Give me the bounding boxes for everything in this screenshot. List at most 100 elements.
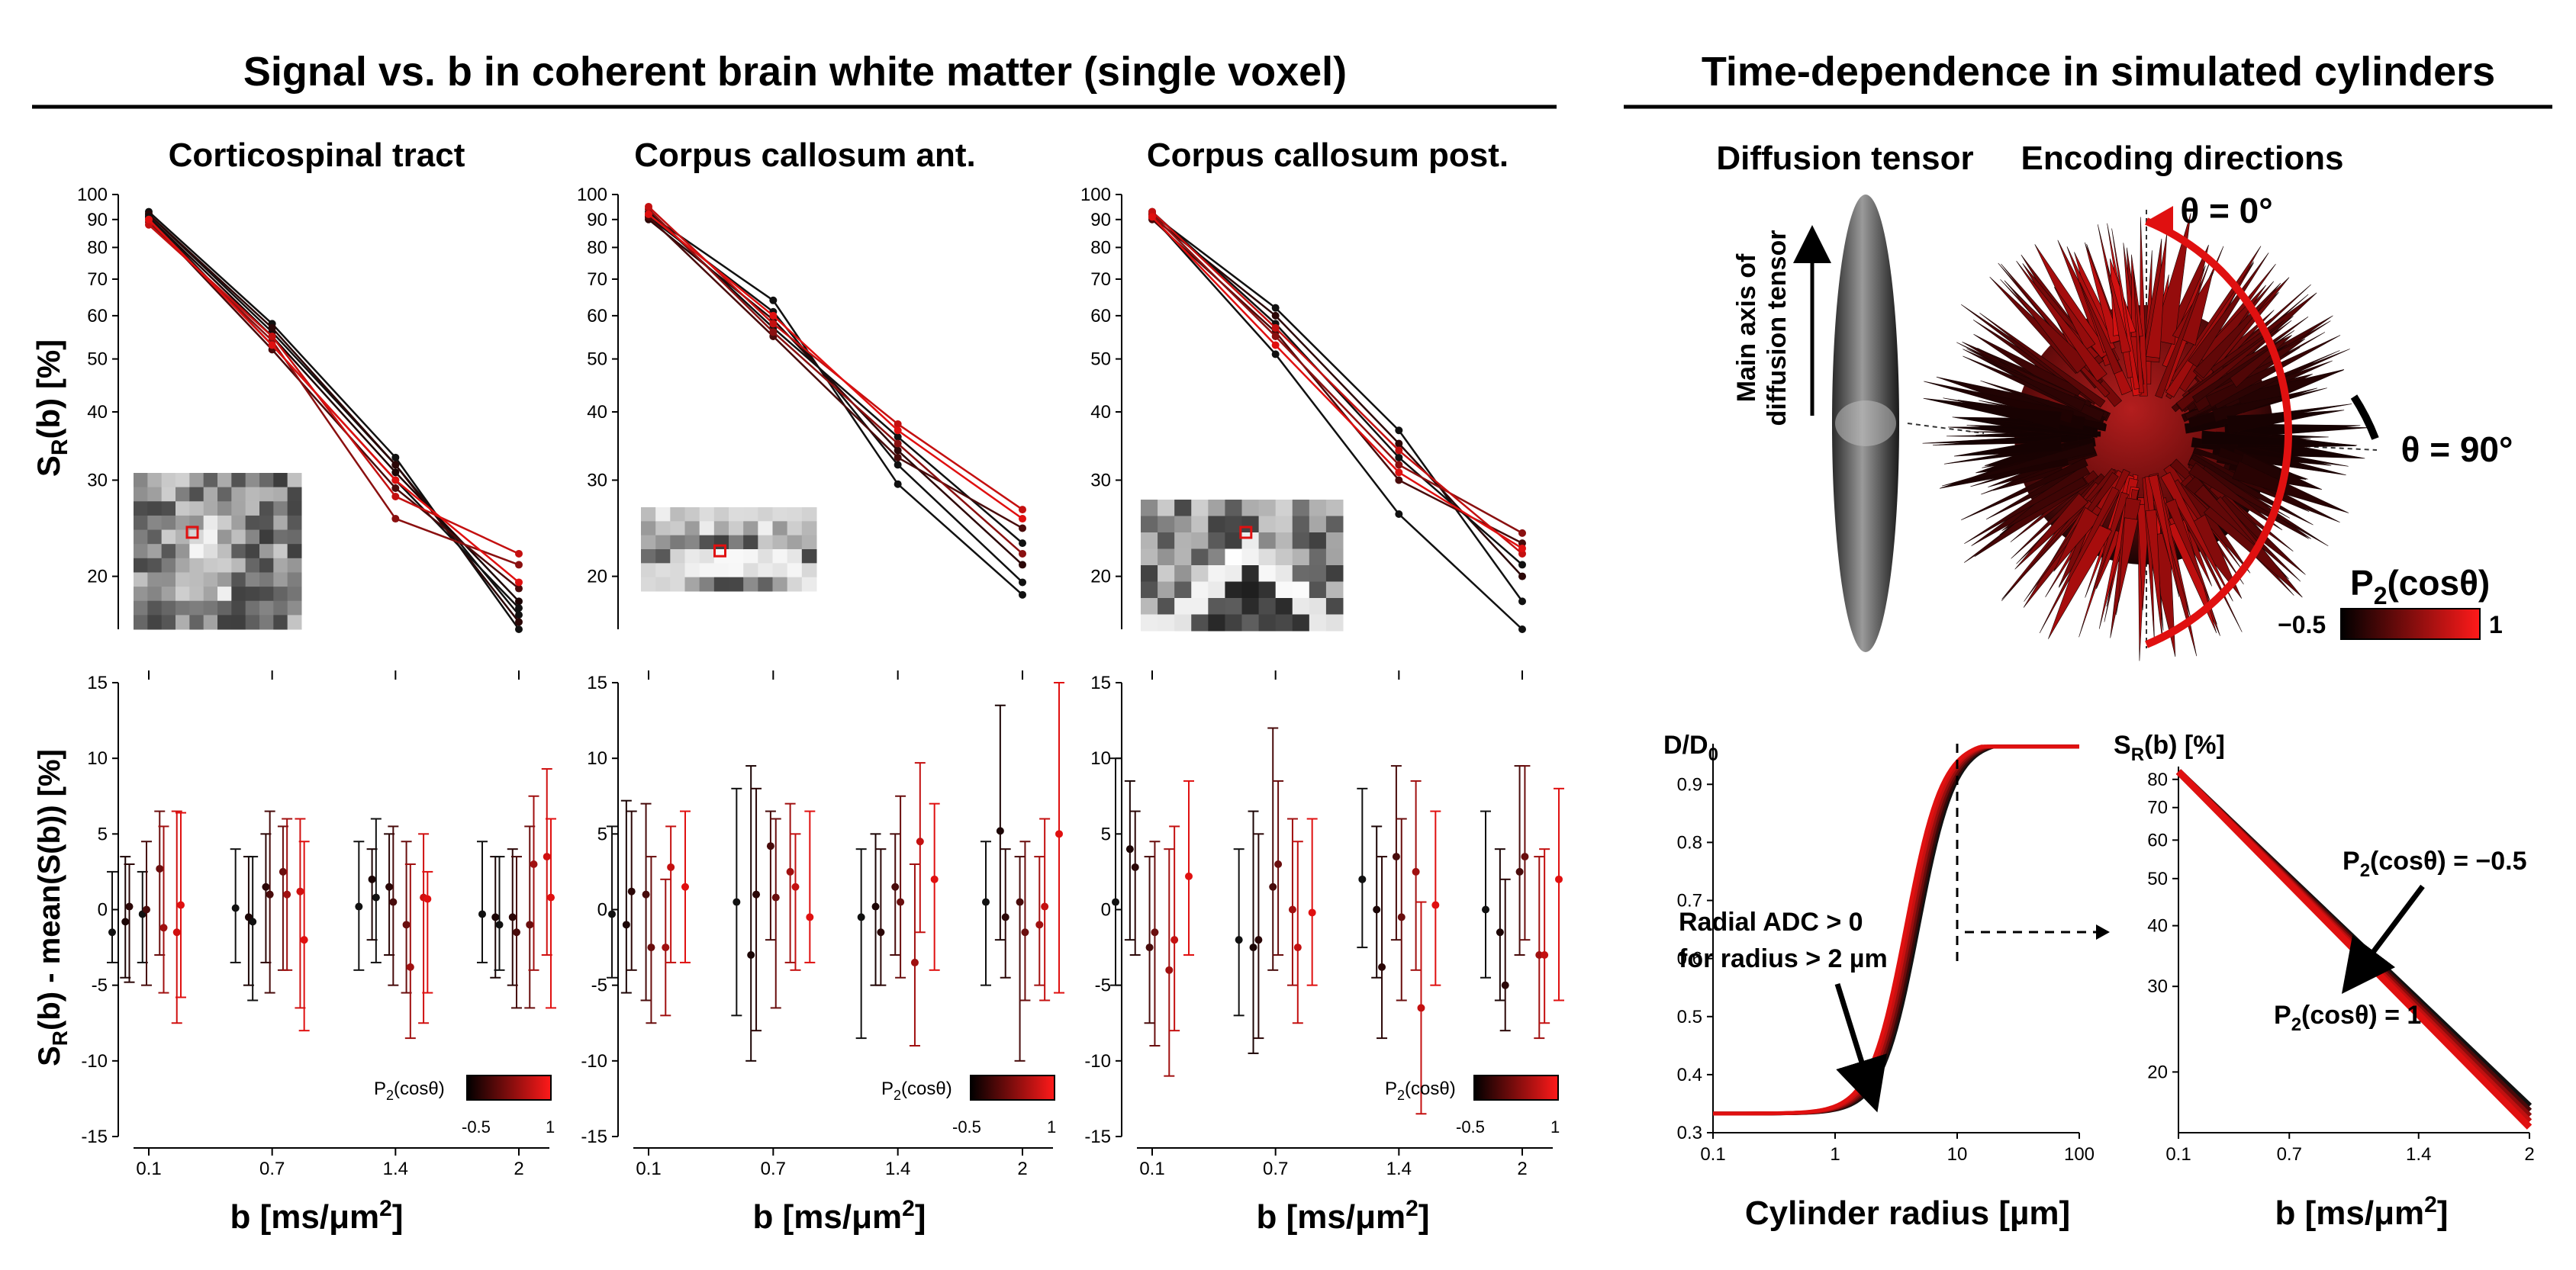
y-tick-label: 100 [577,185,607,205]
inset-pixel [161,487,176,502]
inset-pixel [1309,598,1327,615]
inset-pixel [273,544,288,559]
spike [2205,335,2341,408]
inset-pixel [1258,581,1277,599]
y-tick-label: 50 [2147,869,2168,889]
data-point [747,951,755,959]
y-tick-label: 60 [1090,306,1111,326]
series-line [148,216,520,603]
data-point [1518,544,1526,552]
inset-pixel [684,563,700,578]
inset-pixel [273,600,288,616]
inset-pixel [1241,500,1260,516]
data-point [1145,944,1154,952]
spike [1953,436,2062,457]
inset-pixel [758,563,773,578]
y-tick-label: -15 [1084,1127,1111,1147]
data-point [495,921,504,929]
inset-pixel [273,515,288,531]
p2-big-colorbar: P2(cosθ) −0.5 1 [2278,563,2503,640]
inset-pixel [175,558,190,573]
inset-pixel [1174,532,1192,549]
panel-title-cst: Corticospinal tract [169,137,465,174]
x-tick-label: 1.4 [885,1159,910,1179]
y-tick-label: 0.8 [1677,832,1702,853]
chart-bottom-cc-ant: -15 -10 -5 0 5 10 15 0.1 0.7 1.4 2 [581,670,1064,1179]
inset-pixel [1309,548,1327,566]
inset-pixel [713,507,729,522]
y-tick-label: 90 [587,210,607,230]
data-point [515,618,523,626]
inset-pixel [772,549,788,564]
data-point [1541,951,1549,959]
data-point [1515,867,1524,876]
data-point [1019,549,1026,558]
data-point [143,905,150,914]
voxel-marker [713,544,726,558]
data-point [642,890,650,899]
inset-pixel [231,572,246,587]
inset-pixel [134,473,148,488]
spike [2232,461,2349,513]
spike [2053,506,2101,572]
inset-pixel [245,501,260,516]
inset-pixel [1241,565,1260,582]
inset-pixel [1174,516,1192,533]
x-tick-label: 1.4 [2406,1144,2431,1165]
y-tick-label: 30 [87,470,108,490]
y-tick-label: 0.9 [1677,774,1702,795]
inset-pixel [287,473,302,488]
data-point [156,864,164,873]
spike [2145,510,2163,641]
inset-pixel [758,535,773,550]
data-point [1358,875,1367,883]
p2-big-min: −0.5 [2278,611,2326,638]
chart-sr-vs-b-simulated: 20 30 40 50 60 70 80 0.1 0.7 1.4 2 [2147,767,2535,1165]
inset-pixel [273,615,288,630]
series-line [1151,213,1524,603]
data-point [891,883,900,891]
data-point [1148,213,1156,221]
inset-pixel [147,587,163,602]
diffusion-tensor-label: Diffusion tensor [1716,140,1973,177]
inset-pixel [1241,614,1260,632]
inset-pixel [203,615,218,630]
spike [1985,360,2086,412]
inset-pixel [189,600,204,616]
inset-pixel [259,572,274,587]
y-tick-label: 5 [1101,824,1111,844]
data-point [996,827,1004,835]
inset-pixel [1174,500,1192,516]
y-tick-label: 15 [87,673,108,693]
data-point [647,944,655,952]
inset-pixel [161,558,176,573]
y-tick-label: 0.3 [1677,1123,1702,1143]
inset-pixel [245,473,260,488]
inset-pixel [1174,581,1192,599]
inset-pixel [259,558,274,573]
inset-pixel [231,501,246,516]
data-point [894,426,902,435]
inset-pixel [1208,500,1225,516]
inset-pixel [1275,548,1293,566]
data-point [894,439,902,448]
inset-pixel [203,487,218,502]
data-point [391,492,400,500]
data-point [752,890,761,899]
inset-pixel [743,577,758,592]
inset-pixel [231,487,246,502]
data-point [391,461,400,469]
data-point [515,578,523,587]
inset-pixel [217,600,232,616]
inset-pixel [189,473,204,488]
inset-pixel [217,529,232,545]
inset-pixel [655,563,671,578]
xlabel-cc-ant: b [ms/μm2] [753,1196,926,1236]
data-point [1016,898,1024,906]
data-point [508,913,517,921]
inset-pixel [287,544,302,559]
data-point [1395,439,1403,448]
inset-pixel [1174,565,1192,582]
data-point [530,860,538,868]
data-point [1035,921,1044,929]
